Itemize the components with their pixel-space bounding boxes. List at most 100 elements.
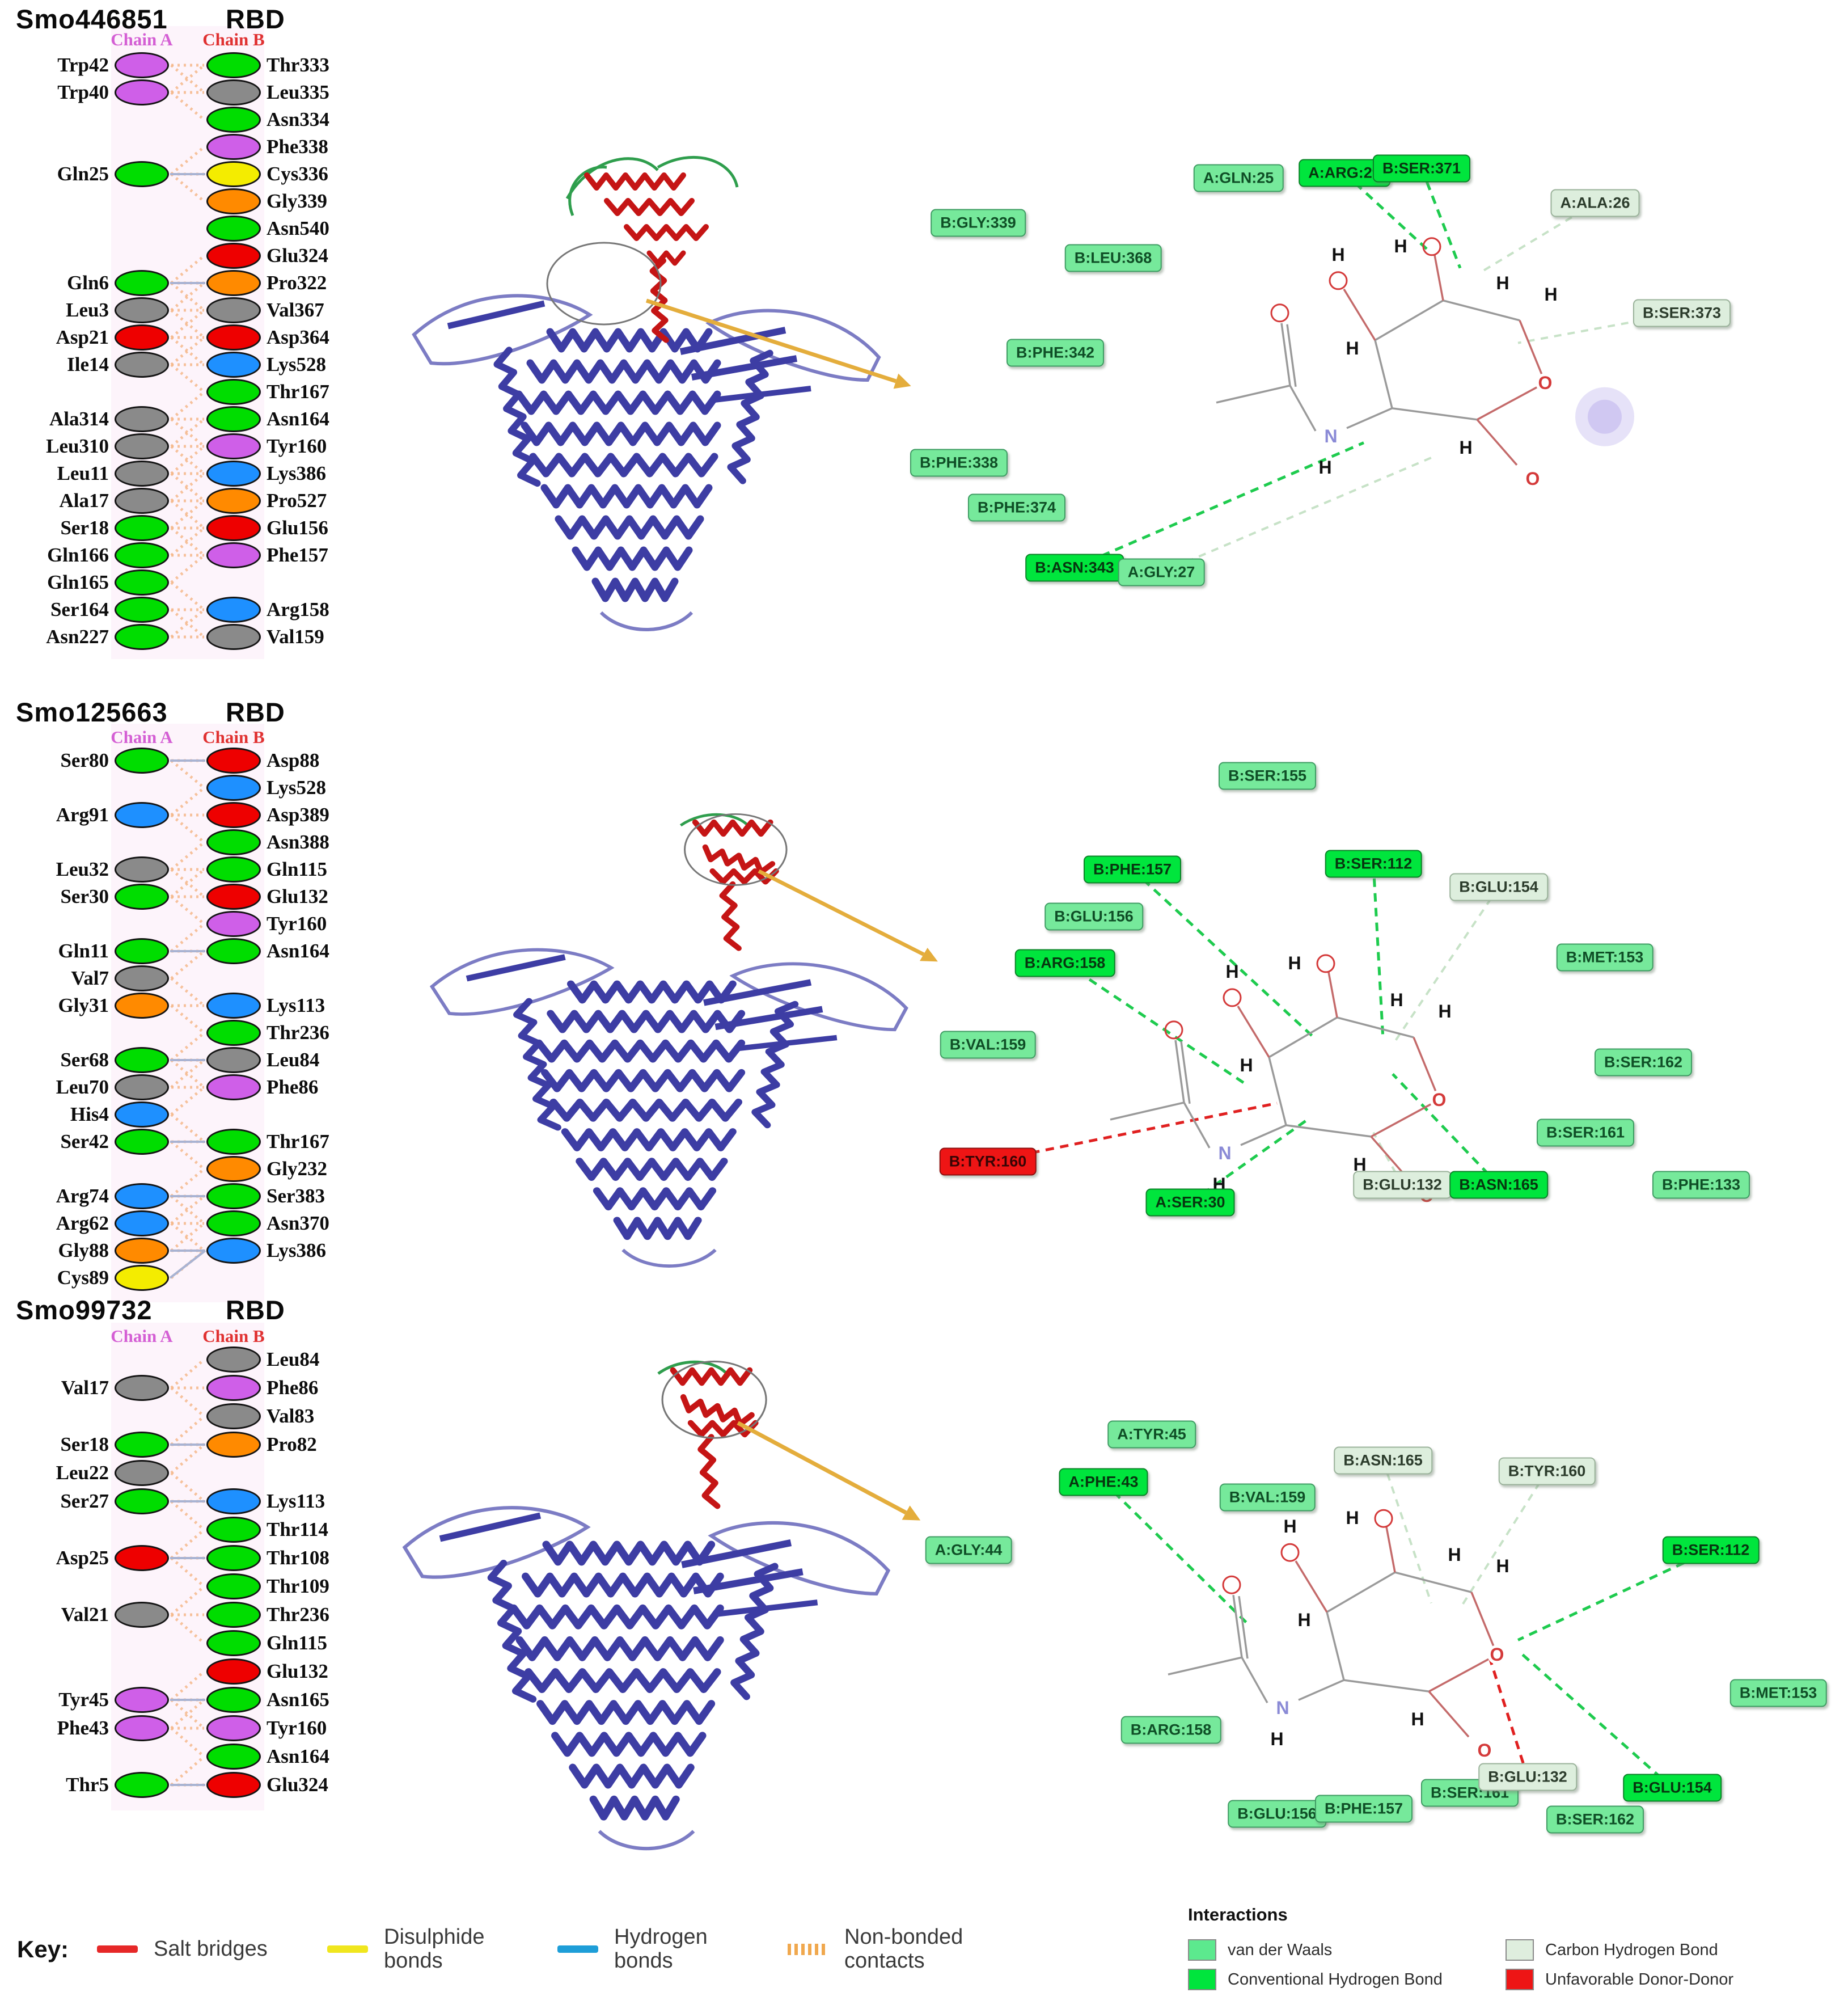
residue-node	[206, 1488, 261, 1514]
residue-node	[206, 297, 261, 323]
svg-text:H: H	[1283, 1516, 1296, 1537]
svg-text:H: H	[1297, 1610, 1310, 1630]
interaction-label: A:SER:30	[1145, 1188, 1235, 1217]
residue-label: Gln115	[267, 1632, 327, 1654]
residue-node	[115, 1074, 169, 1100]
key-legend: Key: Salt bridges Disulphide bonds Hydroge…	[17, 1925, 986, 1973]
residue-node	[115, 1129, 169, 1155]
residue-label: Asn334	[267, 108, 329, 130]
residue-label: Ile14	[67, 353, 109, 375]
interaction-label: B:GLU:132	[1478, 1763, 1577, 1791]
interaction-label: B:SER:371	[1372, 154, 1471, 183]
svg-text:H: H	[1331, 244, 1344, 265]
section-partner-title: RBD	[226, 697, 285, 727]
interaction-label: B:MET:153	[1729, 1679, 1827, 1707]
residue-label: Leu70	[56, 1076, 109, 1098]
residue-label: Cys336	[267, 163, 328, 185]
residue-node	[115, 406, 169, 432]
residue-label: Glu324	[267, 1774, 328, 1796]
residue-node	[206, 1156, 261, 1182]
ligand-interaction-panel: O H H N H O H H H H A:TYR:45 B:ASN:165 A:PHE:43 B:VAL…	[882, 1350, 1846, 1877]
residue-label: Asn370	[267, 1212, 329, 1234]
residue-node	[115, 1101, 169, 1128]
residue-label: Arg62	[56, 1212, 109, 1234]
interaction-label: B:LEU:368	[1064, 244, 1162, 272]
residue-node	[206, 1602, 261, 1628]
residue-label: Val159	[267, 626, 324, 648]
residue-label: Leu22	[56, 1462, 109, 1484]
svg-text:H: H	[1544, 284, 1557, 305]
interaction-label: B:MET:153	[1556, 943, 1654, 972]
residue-node	[115, 624, 169, 650]
residue-label: Thr109	[267, 1575, 329, 1597]
key-line-swatch-icon	[788, 1943, 829, 1955]
residue-label: Leu84	[267, 1348, 320, 1370]
residue-label: Thr108	[267, 1547, 329, 1569]
residue-label: Asn540	[267, 217, 329, 239]
ligand-interaction-panel: O H H N H O H H H H B:GLY:339 A:GLN:25 A:ARG:29 B:SER…	[882, 133, 1846, 632]
key-item-label: Non-bonded contacts	[844, 1925, 963, 1973]
residue-node	[206, 270, 261, 296]
residue-node	[115, 884, 169, 910]
key-item-label: Salt bridges	[154, 1936, 268, 1961]
interaction-label: B:PHE:157	[1083, 855, 1182, 884]
residue-label: Leu84	[267, 1049, 320, 1071]
svg-text:H: H	[1438, 1001, 1451, 1022]
residue-node	[206, 542, 261, 568]
residue-label: Trp42	[57, 54, 109, 76]
residue-label: Lys113	[267, 994, 325, 1016]
svg-text:N: N	[1218, 1143, 1231, 1163]
residue-label: Ser30	[60, 885, 109, 907]
interaction-label: B:ASN:343	[1025, 554, 1124, 582]
interaction-label: B:SER:162	[1546, 1805, 1644, 1834]
interaction-label: B:SER:155	[1218, 762, 1317, 790]
residue-label: Asn165	[267, 1689, 329, 1711]
residue-label: Phe338	[267, 136, 328, 158]
residue-node	[115, 52, 169, 78]
residue-label: Asp88	[267, 749, 320, 771]
residue-node	[206, 1375, 261, 1401]
interaction-label: A:PHE:43	[1059, 1468, 1148, 1496]
residue-node	[206, 748, 261, 774]
residue-label: Thr333	[267, 54, 329, 76]
residue-node	[206, 1210, 261, 1236]
residue-label: Gln165	[47, 571, 109, 593]
residue-label: Lys528	[267, 776, 327, 799]
interaction-label: B:GLU:156	[1228, 1800, 1326, 1828]
residue-label: Val17	[61, 1377, 109, 1399]
residue-label: Pro82	[267, 1433, 317, 1455]
residue-node	[206, 1744, 261, 1770]
residue-label: Asn388	[267, 831, 329, 853]
residue-node	[115, 938, 169, 964]
interactions-legend-item: Conventional Hydrogen Bond	[1188, 1969, 1506, 1990]
key-item: Disulphide bonds	[327, 1925, 526, 1973]
svg-text:O: O	[1432, 1090, 1447, 1110]
residue-label: Thr5	[66, 1774, 109, 1796]
residue-node	[206, 884, 261, 910]
svg-text:H: H	[1394, 236, 1407, 256]
interaction-label: B:SER:112	[1662, 1536, 1760, 1564]
interaction-label: B:GLU:156	[1044, 902, 1143, 930]
key-line-swatch-icon	[97, 1945, 138, 1953]
residue-node	[115, 802, 169, 828]
interactions-legend-label: Conventional Hydrogen Bond	[1228, 1970, 1443, 1989]
residue-label: Thr167	[267, 381, 329, 403]
residue-node	[206, 911, 261, 937]
interaction-label: B:ARG:158	[1120, 1716, 1221, 1744]
residue-label: Asn164	[267, 940, 329, 962]
residue-label: Gln11	[58, 940, 109, 962]
residue-node	[115, 270, 169, 296]
residue-node	[206, 597, 261, 623]
residue-node	[206, 856, 261, 883]
residue-node	[206, 1432, 261, 1458]
residue-node	[206, 1074, 261, 1100]
residue-label: Ser18	[60, 517, 109, 539]
residue-label: Pro527	[267, 489, 327, 512]
residue-label: Asn164	[267, 408, 329, 430]
residue-node	[115, 856, 169, 883]
residue-label: Leu3	[66, 299, 109, 321]
interaction-color-swatch-icon	[1188, 1939, 1216, 1961]
residue-label: His4	[70, 1103, 109, 1125]
interaction-label: B:GLU:132	[1353, 1171, 1452, 1199]
